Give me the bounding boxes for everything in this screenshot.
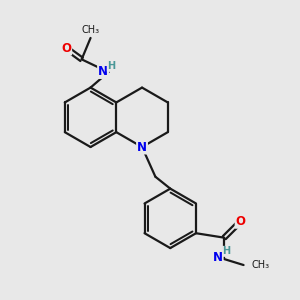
Text: O: O (236, 215, 246, 228)
Text: N: N (137, 140, 147, 154)
Text: H: H (223, 246, 231, 256)
Text: O: O (61, 42, 71, 55)
Text: CH₃: CH₃ (252, 260, 270, 270)
Text: N: N (213, 251, 223, 264)
Text: H: H (107, 61, 116, 71)
Text: CH₃: CH₃ (82, 25, 100, 34)
Text: N: N (98, 65, 108, 78)
